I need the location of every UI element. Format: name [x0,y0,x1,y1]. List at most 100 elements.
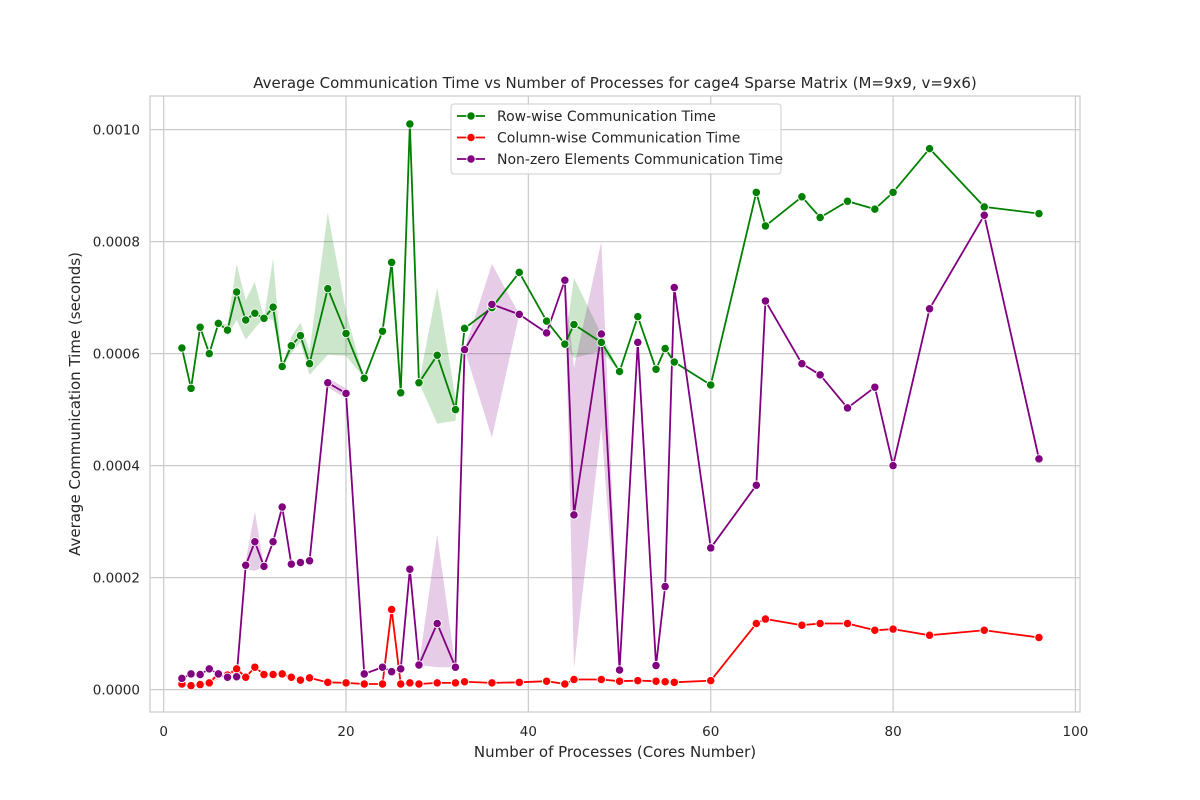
data-point-non-zero-elements-communication-time [204,664,214,674]
x-axis-ticks: 0 20 40 60 80 100 [159,724,1088,740]
data-point-row-wise-communication-time [414,378,424,388]
data-point-column-wise-communication-time [277,669,287,679]
data-point-non-zero-elements-communication-time [633,337,643,348]
data-point-non-zero-elements-communication-time [259,561,269,572]
data-point-column-wise-communication-time [414,679,424,689]
legend-marker-non-zero-elements-communication-time [466,154,476,164]
data-point-column-wise-communication-time [760,614,771,624]
data-point-row-wise-communication-time [614,366,625,377]
data-point-column-wise-communication-time [241,672,251,682]
data-point-column-wise-communication-time [842,618,853,629]
data-point-non-zero-elements-communication-time [213,669,224,679]
data-point-non-zero-elements-communication-time [396,664,406,674]
data-point-non-zero-elements-communication-time [751,480,761,490]
data-point-row-wise-communication-time [259,313,269,323]
data-point-row-wise-communication-time [295,331,306,341]
data-point-column-wise-communication-time [250,662,260,672]
data-point-row-wise-communication-time [386,257,397,267]
data-point-row-wise-communication-time [186,383,196,393]
data-point-row-wise-communication-time [213,318,224,329]
data-point-column-wise-communication-time [323,677,333,687]
data-point-row-wise-communication-time [177,343,187,353]
data-point-non-zero-elements-communication-time [870,382,880,392]
data-point-non-zero-elements-communication-time [459,345,470,355]
data-point-column-wise-communication-time [359,679,369,689]
data-point-row-wise-communication-time [870,204,880,214]
y-axis-ticks: 0.0000 0.0002 0.0004 0.0006 0.0008 0.0010 [93,123,140,699]
data-point-column-wise-communication-time [924,630,935,640]
x-tick-label: 60 [702,724,719,740]
data-point-non-zero-elements-communication-time [706,543,716,553]
data-point-column-wise-communication-time [432,678,442,688]
plot-frame [149,95,1081,713]
data-point-row-wise-communication-time [304,359,315,369]
data-point-column-wise-communication-time [514,677,524,687]
plot-area [149,95,1081,713]
data-point-column-wise-communication-time [459,677,470,687]
data-point-non-zero-elements-communication-time [432,618,442,629]
data-point-row-wise-communication-time [195,322,205,332]
legend: Row-wise Communication Time Column-wise C… [450,103,783,175]
data-point-non-zero-elements-communication-time [842,403,853,413]
data-point-row-wise-communication-time [359,373,369,383]
legend-label-column-wise-communication-time: Column-wise Communication Time [497,131,740,147]
data-point-row-wise-communication-time [979,202,989,212]
data-point-column-wise-communication-time [396,679,406,689]
data-point-non-zero-elements-communication-time [487,299,497,309]
data-point-row-wise-communication-time [222,325,233,335]
data-point-non-zero-elements-communication-time [760,296,771,306]
data-point-column-wise-communication-time [888,624,898,634]
data-point-row-wise-communication-time [596,337,606,348]
data-point-non-zero-elements-communication-time [323,378,333,388]
data-point-column-wise-communication-time [195,679,205,690]
data-point-non-zero-elements-communication-time [295,557,306,568]
data-point-row-wise-communication-time [277,361,287,372]
x-tick-label: 80 [884,724,901,740]
y-axis-label: Average Communication Time (seconds) [66,252,84,556]
y-tick-label: 0.0000 [93,683,140,699]
data-point-row-wise-communication-time [660,343,670,354]
data-point-row-wise-communication-time [514,267,524,278]
data-point-column-wise-communication-time [614,676,625,686]
data-point-row-wise-communication-time [633,311,643,322]
data-point-column-wise-communication-time [268,669,278,680]
legend-label-non-zero-elements-communication-time: Non-zero Elements Communication Time [497,152,783,168]
data-point-non-zero-elements-communication-time [268,537,278,547]
data-point-non-zero-elements-communication-time [231,672,242,682]
data-point-row-wise-communication-time [797,192,807,202]
data-point-non-zero-elements-communication-time [414,660,424,670]
data-point-row-wise-communication-time [250,308,260,318]
data-point-column-wise-communication-time [669,677,679,687]
data-point-non-zero-elements-communication-time [241,560,251,570]
data-point-column-wise-communication-time [706,675,716,686]
chart-title: Average Communication Time vs Number of … [253,74,977,92]
x-tick-label: 100 [1063,724,1089,740]
data-point-column-wise-communication-time [259,669,269,680]
data-point-row-wise-communication-time [268,302,278,312]
data-point-row-wise-communication-time [231,287,242,297]
y-tick-label: 0.0006 [93,347,140,363]
data-point-column-wise-communication-time [377,679,388,689]
legend-label-row-wise-communication-time: Row-wise Communication Time [497,109,716,125]
data-point-non-zero-elements-communication-time [222,672,233,682]
data-point-column-wise-communication-time [569,674,579,685]
data-point-column-wise-communication-time [1034,632,1044,643]
data-point-non-zero-elements-communication-time [815,370,825,380]
data-point-row-wise-communication-time [751,187,761,197]
data-point-column-wise-communication-time [560,679,570,689]
data-point-row-wise-communication-time [459,323,470,334]
data-point-row-wise-communication-time [405,119,415,129]
data-point-non-zero-elements-communication-time [341,388,351,399]
data-point-row-wise-communication-time [204,348,214,359]
data-point-column-wise-communication-time [405,678,415,688]
data-point-row-wise-communication-time [323,283,333,294]
data-point-column-wise-communication-time [386,604,397,615]
data-point-non-zero-elements-communication-time [377,662,388,672]
data-point-non-zero-elements-communication-time [386,667,397,677]
data-point-non-zero-elements-communication-time [450,662,461,672]
data-point-row-wise-communication-time [450,404,461,415]
data-point-row-wise-communication-time [706,380,716,390]
data-point-row-wise-communication-time [286,341,296,351]
data-point-non-zero-elements-communication-time [359,669,369,679]
data-point-non-zero-elements-communication-time [405,564,415,574]
